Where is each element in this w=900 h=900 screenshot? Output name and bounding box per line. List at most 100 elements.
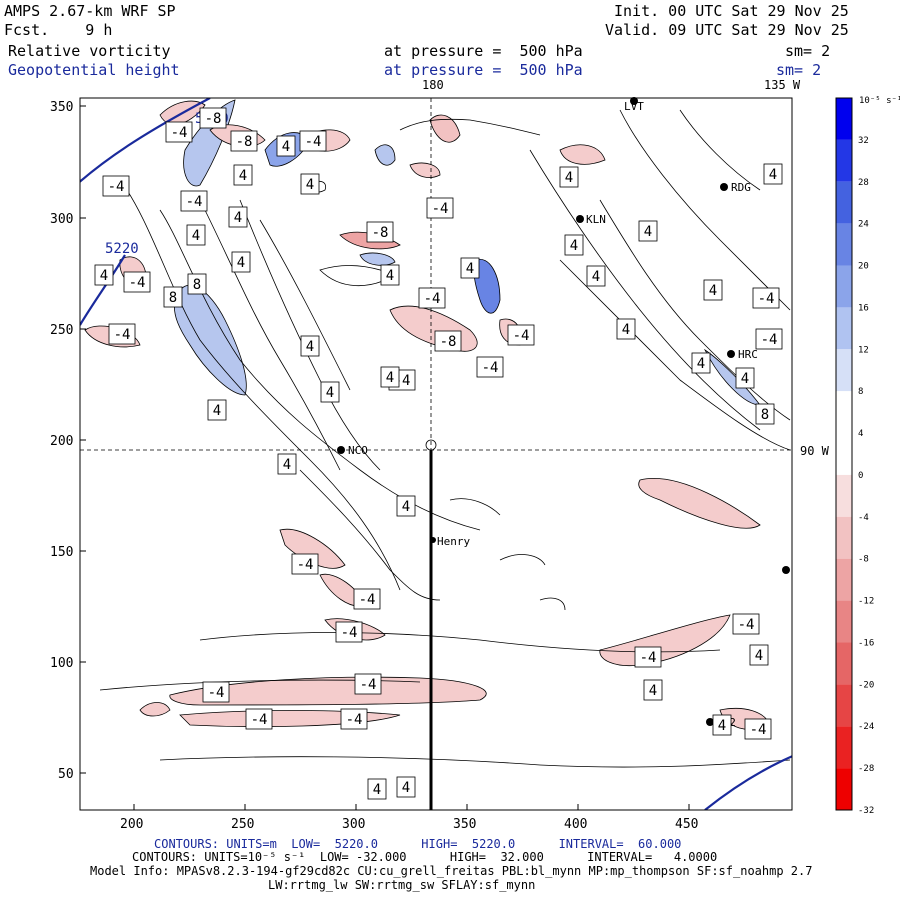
svg-text:-4: -4: [186, 194, 203, 210]
station-label: KLN: [586, 213, 606, 226]
contour-label: 8: [755, 403, 775, 425]
height-label-5220: 5220: [105, 241, 139, 257]
contour-label: -4: [507, 324, 535, 346]
svg-text:-8: -8: [236, 134, 253, 150]
contour-label: -4: [202, 681, 230, 703]
model-title: AMPS 2.67-km WRF SP: [4, 2, 176, 20]
contour-label: 4: [396, 495, 416, 517]
contour-label: 4: [94, 264, 114, 286]
contour-label: 8: [187, 273, 207, 295]
positive-vorticity-shading: [173, 99, 761, 406]
model-info-2: LW:rrtmg_lw SW:rrtmg_sw SFLAY:sf_mynn: [268, 878, 536, 892]
smoothing1-label: sm= 2: [785, 42, 831, 60]
svg-text:-4: -4: [108, 179, 125, 195]
contour-label: 4: [277, 453, 297, 475]
contour-label: -4: [291, 553, 319, 575]
reference-lines: [80, 98, 792, 451]
svg-text:4: 4: [649, 683, 657, 699]
contour-label: -4: [180, 190, 208, 212]
svg-text:8: 8: [193, 277, 201, 293]
x-tick: 300: [342, 817, 365, 832]
x-tick: 450: [675, 817, 698, 832]
svg-text:4: 4: [306, 177, 314, 193]
svg-text:4: 4: [622, 322, 630, 338]
svg-text:4: 4: [373, 782, 381, 798]
contour-label: -4: [426, 197, 454, 219]
contour-label: -4: [165, 121, 193, 143]
contour-label: -4: [755, 328, 783, 350]
svg-text:4: 4: [282, 139, 290, 155]
contour-label: 4: [460, 257, 480, 279]
contour-label: -4: [354, 673, 382, 695]
valid-time: Valid. 09 UTC Sat 29 Nov 25: [605, 21, 849, 39]
contour-label: -4: [123, 271, 151, 293]
contour-label: -8: [434, 330, 462, 352]
svg-text:-4: -4: [297, 557, 314, 573]
svg-text:-4: -4: [640, 650, 657, 666]
contour-label: 4: [207, 399, 227, 421]
station-label: NCO: [348, 444, 368, 457]
svg-text:-4: -4: [251, 712, 268, 728]
station-label: Henry: [437, 535, 470, 548]
contour-label: -4: [102, 175, 130, 197]
svg-text:-4: -4: [346, 712, 363, 728]
lon-label-135w: 135 W: [764, 78, 801, 92]
contour-label: 4: [643, 679, 663, 701]
svg-text:4: 4: [592, 269, 600, 285]
contour-label: 4: [367, 778, 387, 800]
svg-text:-4: -4: [432, 201, 449, 217]
field1-label: Relative vorticity: [8, 42, 171, 60]
y-tick: 100: [50, 656, 73, 671]
svg-text:4: 4: [239, 168, 247, 184]
contour-label: 4: [564, 234, 584, 256]
contour-label: 4: [380, 366, 400, 388]
svg-text:8: 8: [169, 290, 177, 306]
svg-text:4: 4: [466, 261, 474, 277]
lon-label-180: 180: [422, 78, 444, 92]
contour-label: 4: [703, 279, 723, 301]
pressure2-label: at pressure = 500 hPa: [384, 61, 583, 79]
contour-label: 4: [763, 163, 783, 185]
svg-text:-4: -4: [360, 677, 377, 693]
vorticity-contour-info: CONTOURS: UNITS=10⁻⁵ s⁻¹ LOW= -32.000 HI…: [132, 850, 718, 864]
svg-text:-8: -8: [440, 334, 457, 350]
contour-label: 4: [586, 265, 606, 287]
svg-text:4: 4: [697, 356, 705, 372]
contour-label: -8: [230, 130, 258, 152]
contour-label: -4: [108, 323, 136, 345]
svg-text:-4: -4: [424, 291, 441, 307]
svg-text:4: 4: [755, 648, 763, 664]
svg-text:-4: -4: [208, 685, 225, 701]
svg-text:-4: -4: [738, 617, 755, 633]
svg-text:-4: -4: [482, 360, 499, 376]
contour-label: -4: [299, 130, 327, 152]
contour-label: 4: [231, 251, 251, 273]
contour-label: 4: [691, 352, 711, 374]
svg-text:4: 4: [234, 210, 242, 226]
forecast-hour: Fcst. 9 h: [4, 21, 113, 39]
contour-label: 4: [300, 173, 320, 195]
svg-text:4: 4: [192, 228, 200, 244]
contour-label: -4: [634, 646, 662, 668]
y-tick: 200: [50, 434, 73, 449]
contour-label: 4: [749, 644, 769, 666]
contour-label: -4: [744, 718, 772, 740]
svg-text:4: 4: [326, 385, 334, 401]
svg-text:4: 4: [402, 780, 410, 796]
y-tick: 300: [50, 212, 73, 227]
svg-text:4: 4: [386, 268, 394, 284]
height-contours: [80, 98, 792, 810]
svg-text:4: 4: [769, 167, 777, 183]
contour-label: 4: [276, 135, 296, 157]
contour-label: -8: [366, 221, 394, 243]
contour-label: 4: [228, 206, 248, 228]
station-label: LVT: [624, 100, 644, 113]
contour-label: 4: [616, 318, 636, 340]
svg-text:-4: -4: [341, 625, 358, 641]
svg-text:-8: -8: [205, 111, 222, 127]
contour-label: -4: [732, 613, 760, 635]
contour-label: -4: [476, 356, 504, 378]
svg-text:-4: -4: [129, 275, 146, 291]
x-tick: 400: [564, 817, 587, 832]
